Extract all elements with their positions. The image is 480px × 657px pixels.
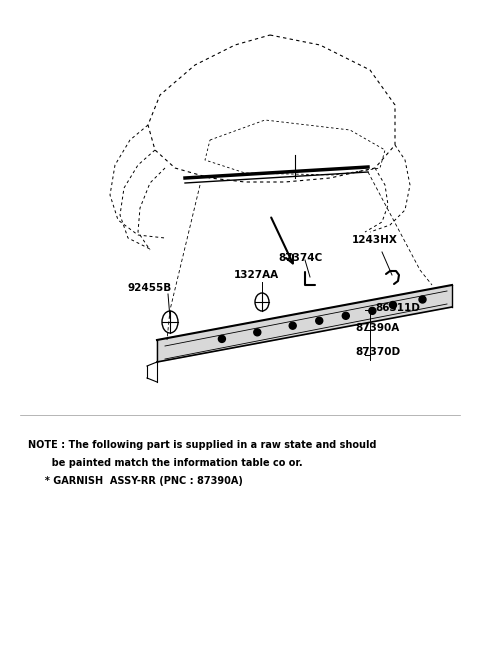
Circle shape	[389, 302, 396, 309]
Text: 1327AA: 1327AA	[234, 270, 279, 280]
Text: 87370D: 87370D	[355, 347, 400, 357]
Circle shape	[218, 336, 226, 342]
Circle shape	[419, 296, 426, 303]
Text: 1243HX: 1243HX	[352, 235, 398, 245]
Circle shape	[342, 312, 349, 319]
Text: 86311D: 86311D	[375, 303, 420, 313]
Circle shape	[254, 328, 261, 336]
Text: 87390A: 87390A	[355, 323, 399, 333]
Circle shape	[369, 307, 376, 314]
Circle shape	[289, 322, 296, 329]
Text: 92455B: 92455B	[128, 283, 172, 293]
Circle shape	[316, 317, 323, 325]
Text: * GARNISH  ASSY-RR (PNC : 87390A): * GARNISH ASSY-RR (PNC : 87390A)	[28, 476, 243, 486]
Text: 87374C: 87374C	[278, 253, 322, 263]
Text: be painted match the information table co or.: be painted match the information table c…	[28, 458, 302, 468]
Text: NOTE : The following part is supplied in a raw state and should: NOTE : The following part is supplied in…	[28, 440, 376, 450]
Polygon shape	[157, 285, 452, 362]
